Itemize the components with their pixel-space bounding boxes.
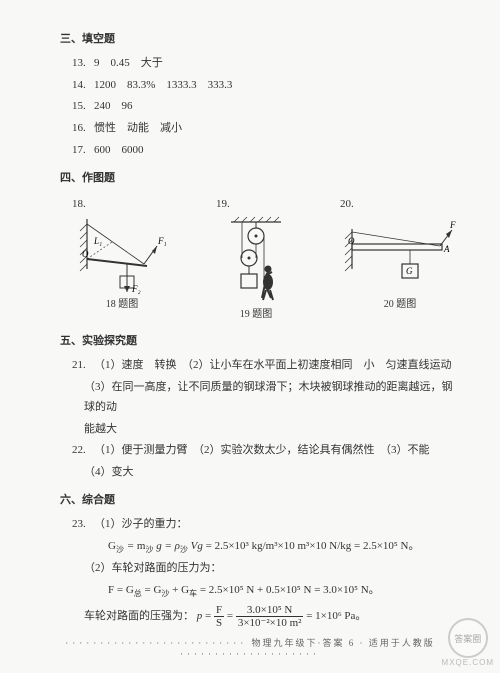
item-number: 23. (72, 515, 94, 535)
item-text: 1200 83.3% 1333.3 333.3 (94, 76, 460, 96)
figures-row: 18. (72, 195, 460, 325)
section-3-title: 三、填空题 (60, 30, 460, 50)
label-L1: L₁ (93, 236, 102, 246)
label-F2: F₂ (131, 284, 141, 294)
item-number: 21. (72, 356, 94, 376)
page-footer: ·························· 物理九年级下·答案 6 ·… (0, 636, 500, 659)
label-F1: F₁ (157, 236, 167, 246)
item-text: 600 6000 (94, 141, 460, 161)
label-F-20: F (449, 220, 456, 230)
item-text: （1）便于测量力臂 （2）实验次数太少，结论具有偶然性 （3）不能 (94, 441, 460, 461)
answer-22-line2: （4）变大 (84, 463, 460, 483)
item-text: 惯性 动能 减小 (94, 119, 460, 139)
item-number: 13. (72, 54, 94, 74)
figure-18-svg: O F₁ F₂ L₁ (72, 214, 172, 294)
item-text: 240 96 (94, 97, 460, 117)
fig19-number: 19. (216, 195, 238, 215)
figure-19-caption: 19 题图 (240, 306, 273, 324)
answer-21-line3: 能越大 (84, 420, 460, 440)
item-text: 9 0.45 大于 (94, 54, 460, 74)
q23-formula1: G沙 = m沙 g = ρ沙 Vg = 2.5×10³ kg/m³×10 m³×… (108, 537, 460, 558)
item-text: （1）速度 转换 （2）让小车在水平面上初速度相同 小 匀速直线运动 (94, 356, 460, 376)
figure-20-caption: 20 题图 (384, 296, 417, 314)
figure-19: 19. (216, 195, 296, 325)
answer-13: 13. 9 0.45 大于 (72, 54, 460, 74)
footer-dots-right: ···················· (180, 649, 320, 659)
watermark-url: MXQE.COM (442, 658, 494, 667)
answer-21: 21. （1）速度 转换 （2）让小车在水平面上初速度相同 小 匀速直线运动 (72, 356, 460, 376)
answer-21-line2: （3）在同一高度，让不同质量的钢球滑下；木块被钢球推动的距离越远，钢球的动 (84, 378, 460, 418)
item-number: 17. (72, 141, 94, 161)
watermark-circle: 答案圈 (448, 618, 488, 658)
formula3-prefix: 车轮对路面的压强为： (84, 610, 194, 622)
item-number: 16. (72, 119, 94, 139)
fig18-number: 18. (72, 195, 94, 215)
formula1-text: G沙 = m沙 g = ρ沙 Vg = 2.5×10³ kg/m³×10 m³×… (108, 540, 419, 552)
q23-formula3: 车轮对路面的压强为： p = FS = 3.0×10⁵ N3×10⁻²×10 m… (84, 604, 460, 629)
section-6-title: 六、综合题 (60, 491, 460, 511)
watermark: 答案圈 MXQE.COM (442, 618, 494, 667)
q23-part1-label: （1）沙子的重力： (94, 515, 460, 535)
item-number: 15. (72, 97, 94, 117)
answer-17: 17. 600 6000 (72, 141, 460, 161)
formula3-expression: p = FS = 3.0×10⁵ N3×10⁻²×10 m² = 1×10⁶ P… (197, 610, 367, 622)
answer-22: 22. （1）便于测量力臂 （2）实验次数太少，结论具有偶然性 （3）不能 (72, 441, 460, 461)
label-A-20: A (443, 244, 450, 254)
item-number: 22. (72, 441, 94, 461)
figure-20: 20. (340, 195, 460, 325)
footer-center: 物理九年级下·答案 6 · 适用于人教版 (251, 638, 434, 648)
answer-23: 23. （1）沙子的重力： (72, 515, 460, 535)
label-O-20: O (348, 236, 355, 246)
section-4-title: 四、作图题 (60, 169, 460, 189)
answer-16: 16. 惯性 动能 减小 (72, 119, 460, 139)
label-G-20: G (406, 266, 413, 276)
formula2-text: F = G总 = G沙 + G车 = 2.5×10⁵ N + 0.5×10⁵ N… (108, 584, 380, 596)
figure-18: 18. (72, 195, 172, 325)
fig20-number: 20. (340, 195, 362, 215)
figure-18-caption: 18 题图 (106, 296, 139, 314)
q23-part2-label: （2）车轮对路面的压力为： (84, 559, 460, 579)
answer-14: 14. 1200 83.3% 1333.3 333.3 (72, 76, 460, 96)
answer-15: 15. 240 96 (72, 97, 460, 117)
item-number: 14. (72, 76, 94, 96)
q23-formula2: F = G总 = G沙 + G车 = 2.5×10⁵ N + 0.5×10⁵ N… (108, 581, 460, 602)
label-O: O (82, 249, 89, 259)
figure-19-svg (216, 214, 296, 304)
footer-dots-left: ·························· (65, 638, 247, 648)
section-5-title: 五、实验探究题 (60, 332, 460, 352)
figure-20-svg: O F A G (340, 214, 460, 294)
